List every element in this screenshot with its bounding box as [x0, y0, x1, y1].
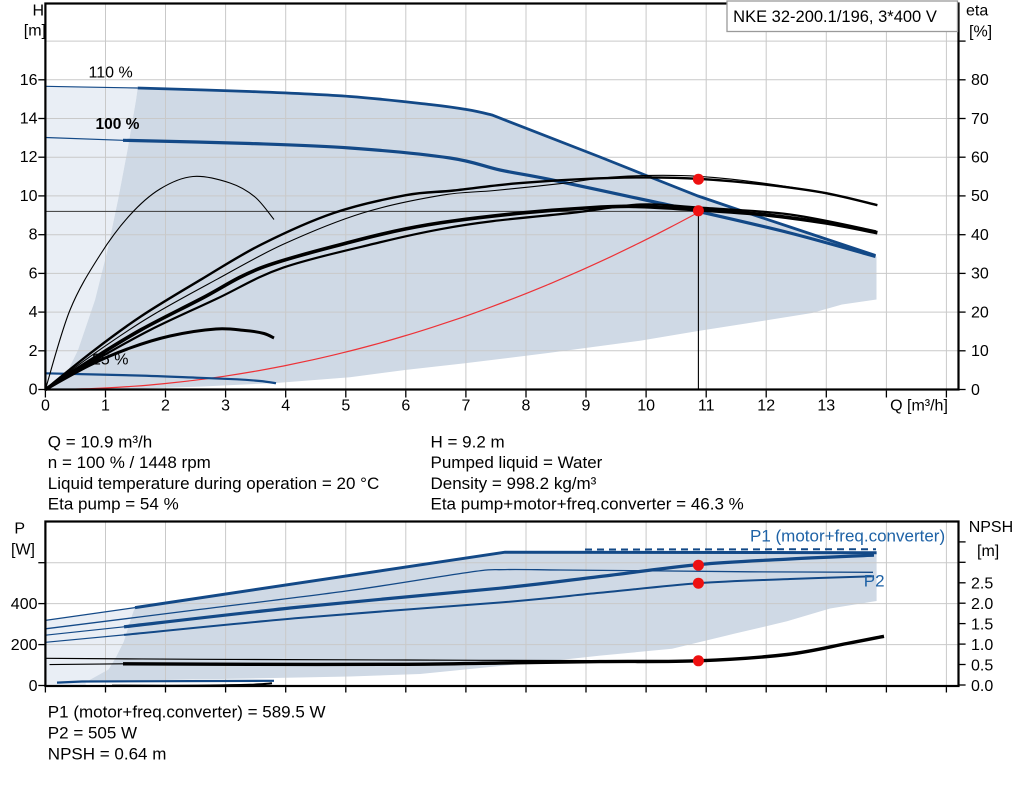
svg-text:[%]: [%] — [969, 24, 992, 41]
svg-text:P1 (motor+freq.converter): P1 (motor+freq.converter) — [750, 527, 945, 546]
svg-text:P2: P2 — [864, 572, 885, 591]
svg-text:2: 2 — [29, 343, 38, 360]
svg-text:25 %: 25 % — [92, 352, 128, 369]
svg-text:60: 60 — [971, 150, 989, 167]
svg-text:P1 (motor+freq.converter) = 58: P1 (motor+freq.converter) = 589.5 W — [48, 703, 326, 722]
svg-text:[W]: [W] — [11, 542, 35, 559]
svg-text:8: 8 — [522, 397, 531, 414]
svg-text:11: 11 — [698, 397, 715, 414]
svg-text:10: 10 — [20, 188, 38, 205]
svg-text:NKE 32-200.1/196, 3*400 V: NKE 32-200.1/196, 3*400 V — [733, 8, 937, 26]
svg-text:eta: eta — [966, 3, 988, 20]
svg-text:6: 6 — [29, 265, 38, 282]
svg-text:13: 13 — [817, 397, 835, 414]
svg-text:10: 10 — [971, 343, 989, 360]
svg-text:16: 16 — [20, 72, 38, 89]
svg-text:Pumped liquid = Water: Pumped liquid = Water — [431, 453, 603, 472]
svg-text:10: 10 — [637, 397, 655, 414]
svg-text:50: 50 — [971, 188, 989, 205]
svg-text:5: 5 — [341, 397, 350, 414]
svg-text:Q [m³/h]: Q [m³/h] — [890, 397, 948, 414]
svg-text:100 %: 100 % — [96, 116, 140, 133]
svg-text:Eta pump = 54 %: Eta pump = 54 % — [48, 495, 179, 514]
svg-text:1.5: 1.5 — [971, 616, 993, 633]
svg-text:30: 30 — [971, 266, 989, 283]
svg-text:40: 40 — [971, 227, 989, 244]
svg-text:20: 20 — [971, 304, 989, 321]
svg-text:Liquid temperature during oper: Liquid temperature during operation = 20… — [48, 474, 379, 493]
svg-text:2.0: 2.0 — [971, 596, 993, 613]
svg-text:0.5: 0.5 — [971, 657, 993, 674]
svg-text:2.5: 2.5 — [971, 576, 993, 593]
svg-text:4: 4 — [281, 397, 290, 414]
svg-text:6: 6 — [401, 397, 410, 414]
svg-text:8: 8 — [29, 227, 38, 244]
svg-text:n = 100 % / 1448 rpm: n = 100 % / 1448 rpm — [48, 453, 211, 472]
svg-text:9: 9 — [582, 397, 591, 414]
svg-text:0: 0 — [41, 397, 50, 414]
svg-text:[m]: [m] — [977, 543, 999, 560]
svg-text:NPSH = 0.64 m: NPSH = 0.64 m — [48, 744, 167, 763]
svg-text:200: 200 — [11, 637, 38, 654]
svg-text:3: 3 — [221, 397, 230, 414]
svg-text:1: 1 — [101, 397, 110, 414]
svg-text:110 %: 110 % — [89, 65, 133, 82]
svg-text:0: 0 — [29, 382, 38, 399]
svg-text:H = 9.2 m: H = 9.2 m — [431, 433, 505, 452]
svg-text:P2 = 505 W: P2 = 505 W — [48, 723, 137, 742]
svg-text:1.0: 1.0 — [971, 637, 993, 654]
svg-text:Density = 998.2 kg/m³: Density = 998.2 kg/m³ — [431, 474, 597, 493]
svg-text:400: 400 — [11, 596, 38, 613]
svg-text:7: 7 — [461, 397, 470, 414]
svg-text:Eta pump+motor+freq.converter: Eta pump+motor+freq.converter = 46.3 % — [431, 495, 744, 514]
svg-text:70: 70 — [971, 111, 989, 128]
svg-text:2: 2 — [161, 397, 170, 414]
svg-text:Q = 10.9 m³/h: Q = 10.9 m³/h — [48, 433, 152, 452]
svg-text:4: 4 — [29, 304, 38, 321]
svg-text:0.0: 0.0 — [971, 678, 993, 695]
svg-text:P: P — [14, 521, 25, 538]
svg-text:80: 80 — [971, 72, 989, 89]
svg-text:H: H — [32, 3, 44, 20]
svg-text:[m]: [m] — [24, 23, 46, 40]
svg-text:0: 0 — [29, 678, 38, 695]
svg-text:12: 12 — [757, 397, 775, 414]
svg-text:14: 14 — [20, 111, 38, 128]
svg-text:0: 0 — [971, 382, 980, 399]
svg-text:12: 12 — [20, 149, 38, 166]
svg-text:NPSH: NPSH — [969, 519, 1013, 536]
